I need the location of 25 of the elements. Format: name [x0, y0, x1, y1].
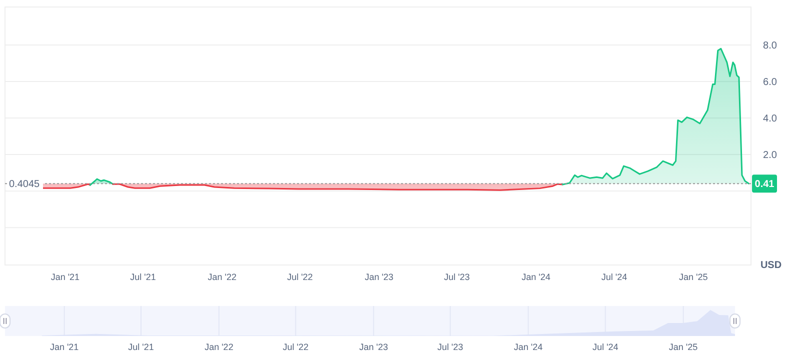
x-tick-label: Jul '23 [444, 272, 470, 282]
x-tick-label: Jul '21 [128, 342, 154, 352]
y-axis-title: USD [760, 260, 782, 271]
x-tick-label: Jan '23 [364, 272, 394, 282]
x-tick-label: Jan '22 [204, 342, 234, 352]
x-tick-label: Jul '21 [130, 272, 156, 282]
y-tick-label: 8.0 [763, 40, 778, 52]
x-tick-label: Jul '23 [437, 342, 464, 352]
y-tick-label: 2.0 [763, 150, 778, 162]
x-tick-label: Jul '24 [592, 342, 618, 352]
annotation: 0.41 [754, 179, 775, 190]
x-tick-label: Jan '25 [668, 342, 698, 352]
x-tick-label: Jan '23 [359, 342, 388, 352]
x-tick-label: Jan '22 [208, 272, 237, 282]
x-tick-label: Jul '22 [287, 272, 313, 282]
y-tick-label: 4.0 [763, 114, 778, 125]
x-tick-label: Jul '24 [601, 272, 628, 282]
x-tick-label: Jan '25 [679, 272, 708, 282]
x-tick-label: Jan '24 [514, 342, 543, 352]
ref-line-label: 0.4045 [9, 179, 40, 190]
x-tick-label: Jan '21 [50, 272, 80, 282]
x-tick-label: Jul '22 [282, 342, 309, 352]
x-tick-label: Jan '24 [522, 272, 550, 282]
x-tick-label: Jan '21 [50, 342, 79, 352]
y-tick-label: 6.0 [763, 76, 778, 88]
